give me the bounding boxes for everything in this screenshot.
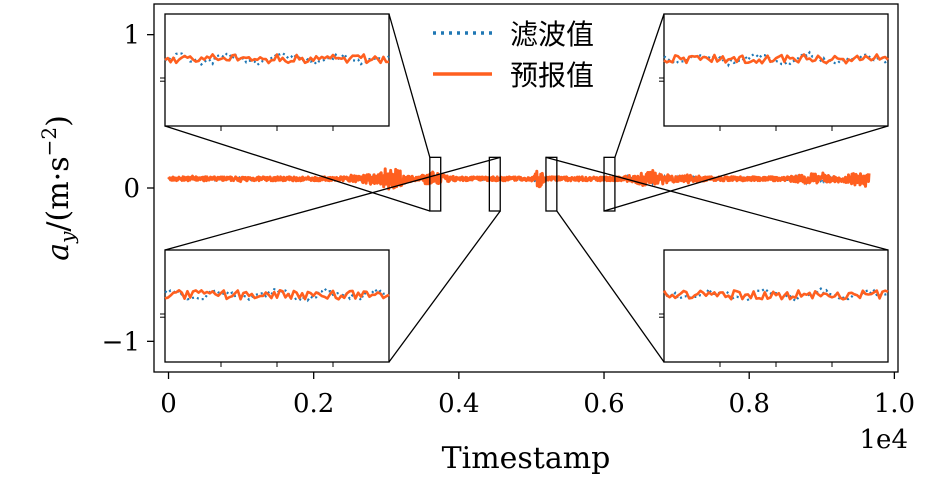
inset-line-filtered <box>663 286 889 303</box>
inset-line-forecast <box>662 289 889 301</box>
zoom-insets <box>160 13 889 367</box>
zoom-inset-bottom-left <box>160 249 390 367</box>
inset-line-filtered <box>164 287 390 303</box>
x-tick-label: 0.8 <box>729 389 770 419</box>
legend-label-forecast: 预报值 <box>510 59 594 92</box>
x-tick-label: 0.6 <box>583 389 624 419</box>
zoom-windows <box>429 156 616 212</box>
inset-line-forecast <box>663 53 889 65</box>
x-axis-offset-label: 1e4 <box>860 425 908 455</box>
inset-frame <box>663 13 889 127</box>
main-series-lines <box>167 167 871 191</box>
x-axis-label: Timestamp <box>442 441 611 476</box>
inset-connector-line <box>164 125 431 212</box>
y-label-unit-close: ) <box>41 115 76 127</box>
inset-connector-line <box>388 13 431 158</box>
y-label-var: a <box>41 243 76 261</box>
inset-line-forecast <box>164 53 390 65</box>
y-tick-label: −1 <box>102 327 140 357</box>
inset-frame <box>164 249 390 363</box>
y-label-unit-open: /(m·s <box>41 156 76 231</box>
zoom-inset-top-right <box>659 13 889 131</box>
x-tick-label: 0.2 <box>293 389 334 419</box>
y-tick-label: 1 <box>123 21 140 51</box>
inset-connector-line <box>388 210 501 363</box>
zoom-window-box <box>603 156 616 212</box>
inset-connectors <box>164 13 889 363</box>
y-tick-label: 0 <box>123 174 140 204</box>
x-tick-label: 0 <box>160 389 177 419</box>
y-axis-ticks: −1 0 1 <box>102 21 154 357</box>
inset-connector-line <box>164 156 501 251</box>
x-axis-ticks: 0 0.2 0.4 0.6 0.8 1.0 <box>160 372 915 419</box>
y-label-exp: −2 <box>37 127 61 156</box>
inset-frame <box>663 249 889 363</box>
x-tick-label: 0.4 <box>438 389 479 419</box>
inset-frame <box>164 13 390 127</box>
inset-line-forecast <box>164 289 390 301</box>
inset-line-filtered <box>663 50 889 68</box>
x-tick-label: 1.0 <box>874 389 915 419</box>
inset-connector-line <box>614 13 665 158</box>
zoom-window-box <box>429 156 442 212</box>
inset-connector-line <box>556 210 665 363</box>
zoom-inset-bottom-right <box>659 249 889 367</box>
zoom-window-box <box>545 156 558 212</box>
inset-connector-line <box>603 125 889 212</box>
legend: 滤波值 预报值 <box>433 18 594 92</box>
inset-connector-line <box>545 156 889 251</box>
series-line-forecast <box>167 167 871 191</box>
legend-label-filtered: 滤波值 <box>510 18 594 51</box>
y-axis-label: ay/(m·s−2) <box>37 115 79 261</box>
zoom-inset-top-left <box>160 13 390 131</box>
zoom-window-box <box>488 156 501 212</box>
y-label-sub: y <box>55 231 79 244</box>
